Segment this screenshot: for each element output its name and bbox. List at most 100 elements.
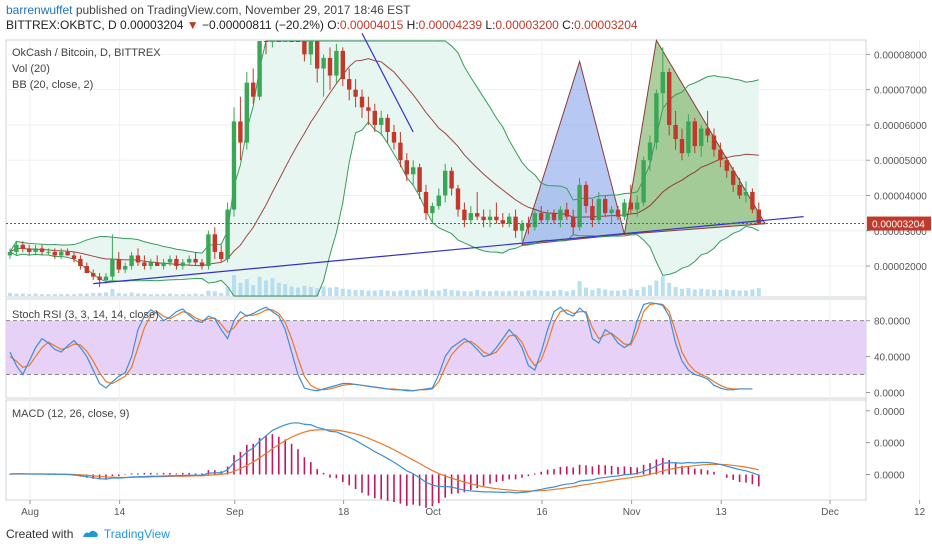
volume-bar xyxy=(270,278,275,296)
low-label: L: xyxy=(485,18,496,32)
volume-bar xyxy=(123,293,128,296)
candle-body xyxy=(647,142,653,161)
candle-body xyxy=(718,149,723,161)
volume-bar xyxy=(289,286,294,296)
volume-bar xyxy=(180,294,185,296)
candle-body xyxy=(251,82,256,97)
candle-body xyxy=(462,209,467,221)
candle-body xyxy=(539,213,544,221)
volume-bar xyxy=(225,287,230,296)
candle-body xyxy=(59,251,64,256)
volume-bar xyxy=(97,293,102,296)
author-link[interactable]: barrenwuffet xyxy=(6,3,73,17)
volume-bar xyxy=(129,292,134,296)
stoch-k-line xyxy=(9,302,753,392)
volume-bar xyxy=(372,290,377,296)
bb-upper-line xyxy=(9,40,759,254)
volume-bar xyxy=(430,290,435,296)
candle-body xyxy=(353,89,358,97)
volume-bar xyxy=(609,290,614,296)
volume-bar xyxy=(456,290,460,296)
volume-bar xyxy=(65,294,70,296)
volume-bar xyxy=(200,294,204,296)
close-value: 0.00003204 xyxy=(120,18,184,32)
volume-bar xyxy=(385,290,390,296)
volume-bar xyxy=(238,282,243,296)
publish-info: barrenwuffet published on TradingView.co… xyxy=(6,3,411,17)
candle-body xyxy=(315,41,320,69)
volume-bar xyxy=(168,293,172,296)
volume-bar xyxy=(276,282,281,296)
volume-bar xyxy=(27,294,32,296)
candle-body xyxy=(340,50,345,80)
volume-bar xyxy=(411,290,416,296)
volume-bar xyxy=(475,290,480,296)
volume-bar xyxy=(724,289,729,296)
price-axis-label: 0.00002000 xyxy=(874,262,927,273)
candle-body xyxy=(660,72,665,94)
candle-body xyxy=(148,262,153,267)
candle-body xyxy=(756,209,761,224)
volume-bar xyxy=(616,290,620,296)
stoch-axis-label: 0.0000 xyxy=(874,389,905,400)
volume-bar xyxy=(564,291,569,296)
candle-body xyxy=(244,82,249,143)
volume-bar xyxy=(321,286,326,296)
high-value: 0.00004239 xyxy=(418,18,483,32)
candle-body xyxy=(455,188,461,210)
volume-bar xyxy=(641,287,646,296)
candle-body xyxy=(212,234,217,252)
candle-body xyxy=(411,167,416,175)
candle-body xyxy=(545,213,550,221)
candle-body xyxy=(724,160,729,171)
candle-body xyxy=(187,258,192,263)
candle-body xyxy=(404,160,409,175)
volume-bar xyxy=(52,294,57,296)
volume-bar xyxy=(104,292,108,296)
tradingview-link[interactable]: TradingView xyxy=(103,527,170,541)
candle-body xyxy=(334,50,339,76)
candle-body xyxy=(167,258,173,263)
candle-body xyxy=(263,41,269,42)
volume-bar xyxy=(468,291,473,296)
candle-body xyxy=(142,262,147,267)
candle-body xyxy=(219,251,224,259)
candle-body xyxy=(33,248,38,252)
candle-body xyxy=(737,184,742,196)
candle-body xyxy=(635,202,640,210)
down-arrow-icon: ▼ xyxy=(186,18,199,32)
candle-body xyxy=(14,244,19,252)
volume-bar xyxy=(59,294,64,296)
volume-bar xyxy=(187,294,192,296)
candle-body xyxy=(276,41,281,42)
volume-bar xyxy=(545,291,550,296)
volume-bar xyxy=(302,285,307,296)
candle-body xyxy=(97,276,102,281)
volume-bar xyxy=(161,294,166,296)
candle-body xyxy=(39,248,45,252)
volume-bar xyxy=(366,290,371,296)
macd-pane-frame xyxy=(5,399,867,501)
candle-body xyxy=(270,41,275,42)
candle-body xyxy=(231,121,237,210)
candle-body xyxy=(135,255,141,263)
volume-bar xyxy=(436,290,441,296)
volume-bar xyxy=(731,290,736,296)
volume-bar xyxy=(558,290,563,296)
candle-body xyxy=(257,41,262,97)
volume-bar xyxy=(347,289,352,296)
volume-bar xyxy=(680,288,684,296)
candle-body xyxy=(385,117,390,132)
volume-bar xyxy=(513,290,518,296)
price-axis-label: 0.00004000 xyxy=(874,191,927,202)
candle-body xyxy=(615,209,621,217)
time-axis-label: 12 xyxy=(914,507,926,518)
candle-body xyxy=(103,276,109,281)
volume-bar xyxy=(648,285,652,296)
volume-bar xyxy=(584,287,588,296)
macd-series xyxy=(9,422,760,508)
time-axis-label: Dec xyxy=(821,507,839,518)
candle-body xyxy=(91,273,96,277)
candle-body xyxy=(577,184,582,228)
